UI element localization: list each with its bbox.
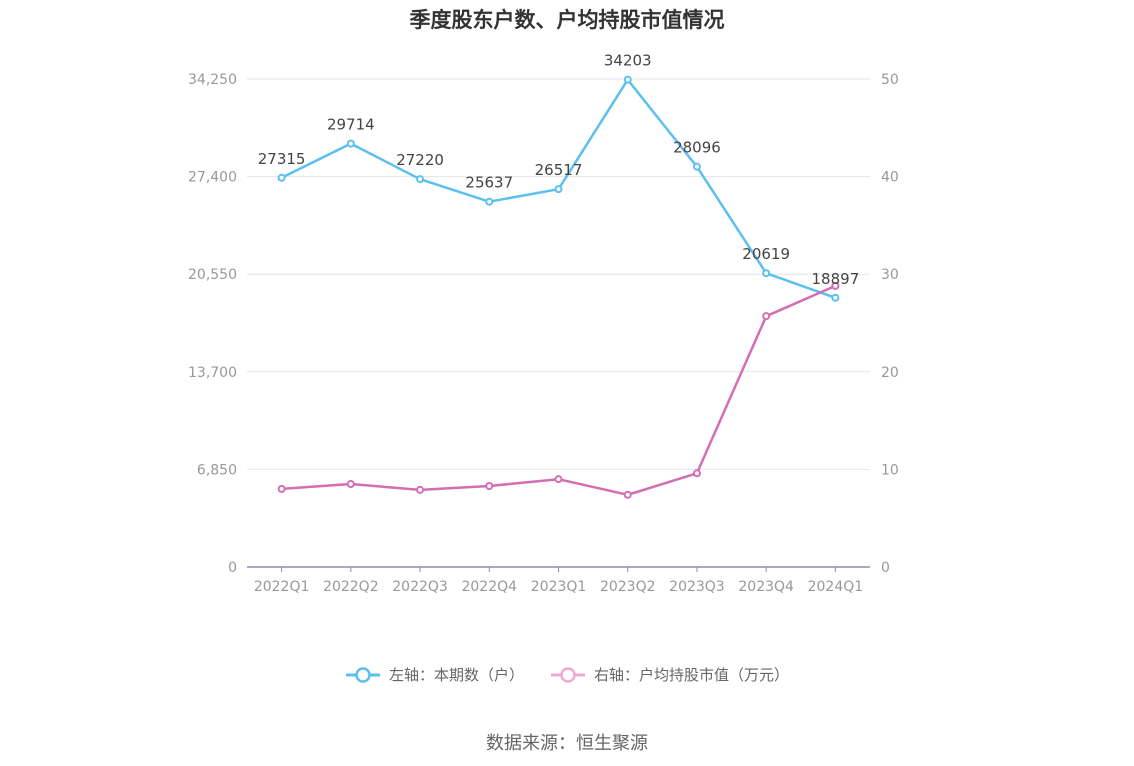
data-point-1 <box>831 281 840 290</box>
data-label: 18897 <box>812 270 860 288</box>
data-point-1 <box>762 312 771 321</box>
data-point-0 <box>623 75 632 84</box>
x-tick-label: 2023Q4 <box>738 579 794 595</box>
data-label: 27315 <box>258 150 306 168</box>
x-tick-label: 2023Q3 <box>669 579 725 595</box>
data-point-1 <box>277 484 286 493</box>
right-tick-label: 20 <box>881 365 899 381</box>
data-point-0 <box>277 173 286 182</box>
legend-marker-blue-icon <box>345 666 380 683</box>
right-tick-label: 0 <box>881 560 890 576</box>
data-point-0 <box>485 197 494 206</box>
grid-lines <box>247 78 870 470</box>
data-label: 34203 <box>604 52 652 70</box>
axes: 0 6,850 13,700 20,550 27,400 34,250 0 10 20 30 40 5… <box>188 72 899 595</box>
x-tick-label: 2023Q2 <box>600 579 656 595</box>
legend-label-left: 左轴：本期数（户） <box>388 666 524 684</box>
right-tick-label: 50 <box>881 72 899 88</box>
right-tick-label: 30 <box>881 267 899 283</box>
left-tick-label: 34,250 <box>188 72 237 88</box>
x-tick-label: 2022Q2 <box>323 579 379 595</box>
data-point-1 <box>346 480 355 489</box>
left-tick-label: 27,400 <box>188 170 237 186</box>
series-lines <box>281 78 836 497</box>
source-note: 数据来源：恒生聚源 <box>486 733 648 754</box>
x-tick-label: 2022Q1 <box>254 579 310 595</box>
left-tick-label: 13,700 <box>188 365 237 381</box>
left-tick-label: 6,850 <box>197 462 237 478</box>
x-tick-label: 2022Q3 <box>392 579 448 595</box>
data-label: 20619 <box>742 245 790 263</box>
x-tick-label: 2023Q1 <box>531 579 587 595</box>
right-tick-label: 10 <box>881 462 899 478</box>
data-point-0 <box>762 269 771 278</box>
left-tick-label: 0 <box>228 560 237 576</box>
legend: 左轴：本期数（户） 右轴：户均持股市值（万元） <box>0 664 1134 685</box>
data-label: 28096 <box>673 139 721 157</box>
x-tick-label: 2024Q1 <box>808 579 864 595</box>
right-tick-label: 40 <box>881 170 899 186</box>
data-point-1 <box>692 469 701 478</box>
legend-label-right: 右轴：户均持股市值（万元） <box>594 666 790 684</box>
data-label: 27220 <box>396 151 444 169</box>
data-label: 25637 <box>465 174 513 192</box>
legend-item-right-axis[interactable]: 右轴：户均持股市值（万元） <box>550 664 789 685</box>
data-point-1 <box>485 481 494 490</box>
x-tick-label: 2022Q4 <box>461 579 517 595</box>
data-label: 26517 <box>535 161 583 179</box>
data-point-1 <box>554 475 563 484</box>
data-point-0 <box>692 162 701 171</box>
data-point-0 <box>554 185 563 194</box>
data-labels: 27315 29714 27220 25637 26517 34203 28096 20619… <box>258 52 859 288</box>
data-point-1 <box>623 490 632 499</box>
series-points <box>277 75 840 499</box>
chart-title: 季度股东户数、户均持股市值情况 <box>409 8 725 32</box>
data-point-0 <box>831 293 840 302</box>
left-tick-label: 20,550 <box>188 267 237 283</box>
legend-item-left-axis[interactable]: 左轴：本期数（户） <box>345 664 524 685</box>
data-point-0 <box>346 139 355 148</box>
legend-marker-pink-icon <box>551 666 585 683</box>
series-line-1 <box>281 284 836 497</box>
data-point-0 <box>416 175 425 184</box>
data-point-1 <box>416 485 425 494</box>
data-label: 29714 <box>327 116 375 134</box>
